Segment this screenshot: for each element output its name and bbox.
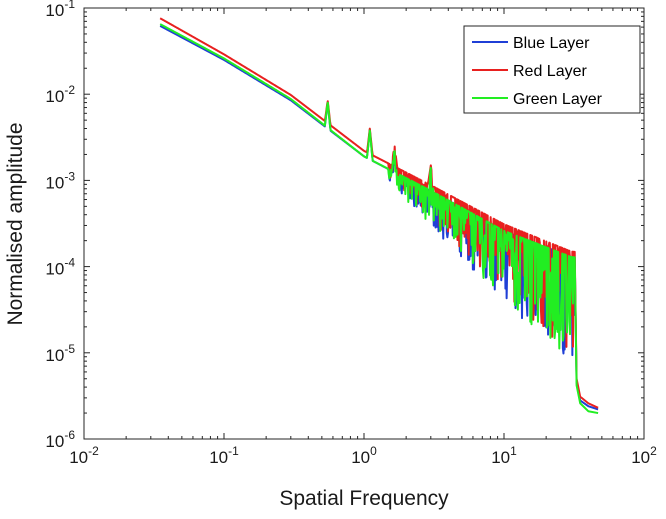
x-tick-base: 10 (209, 448, 228, 467)
y-tick-base: 10 (45, 346, 64, 365)
y-tick-exponent: -4 (64, 256, 75, 270)
x-tick-exponent: 0 (370, 444, 377, 458)
series-lines (159, 17, 599, 415)
x-tick-label: 102 (631, 444, 657, 467)
y-tick-label: 10-1 (45, 0, 75, 20)
x-tick-base: 10 (69, 448, 88, 467)
x-axis-ticks: 10-2 10-1 100 101 102 (69, 8, 657, 467)
series-line-green-layer (159, 23, 599, 415)
y-tick-label: 10-6 (45, 428, 75, 451)
x-tick-exponent: -2 (88, 444, 99, 458)
y-tick-exponent: -5 (64, 342, 75, 356)
x-tick-exponent: -1 (228, 444, 239, 458)
x-tick-label: 101 (491, 444, 517, 467)
legend-label: Green Layer (513, 91, 603, 108)
y-tick-base: 10 (45, 87, 64, 106)
x-tick-label: 10-1 (209, 444, 239, 467)
legend: Blue Layer Red Layer Green Layer (463, 25, 641, 114)
y-tick-label: 10-5 (45, 342, 75, 365)
y-tick-exponent: -3 (64, 169, 75, 183)
x-tick-exponent: 2 (650, 444, 657, 458)
y-axis-ticks: 10-610-510-410-310-210-1 (45, 0, 644, 451)
x-tick-label: 100 (351, 444, 377, 467)
y-tick-base: 10 (45, 260, 64, 279)
x-tick-base: 10 (491, 448, 510, 467)
y-tick-exponent: -2 (64, 83, 75, 97)
y-tick-exponent: -1 (64, 0, 75, 11)
x-tick-label: 10-2 (69, 444, 99, 467)
x-tick-exponent: 1 (510, 444, 517, 458)
legend-label: Blue Layer (513, 35, 590, 52)
y-tick-base: 10 (45, 1, 64, 20)
x-axis-label: Spatial Frequency (279, 487, 449, 510)
x-tick-base: 10 (351, 448, 370, 467)
y-tick-label: 10-3 (45, 169, 75, 192)
y-tick-base: 10 (45, 173, 64, 192)
y-tick-exponent: -6 (64, 428, 75, 442)
y-axis-label: Normalised amplitude (4, 122, 27, 325)
legend-label: Red Layer (513, 63, 587, 80)
y-tick-label: 10-2 (45, 83, 75, 106)
x-tick-base: 10 (631, 448, 650, 467)
y-tick-base: 10 (45, 432, 64, 451)
y-tick-label: 10-4 (45, 256, 75, 279)
